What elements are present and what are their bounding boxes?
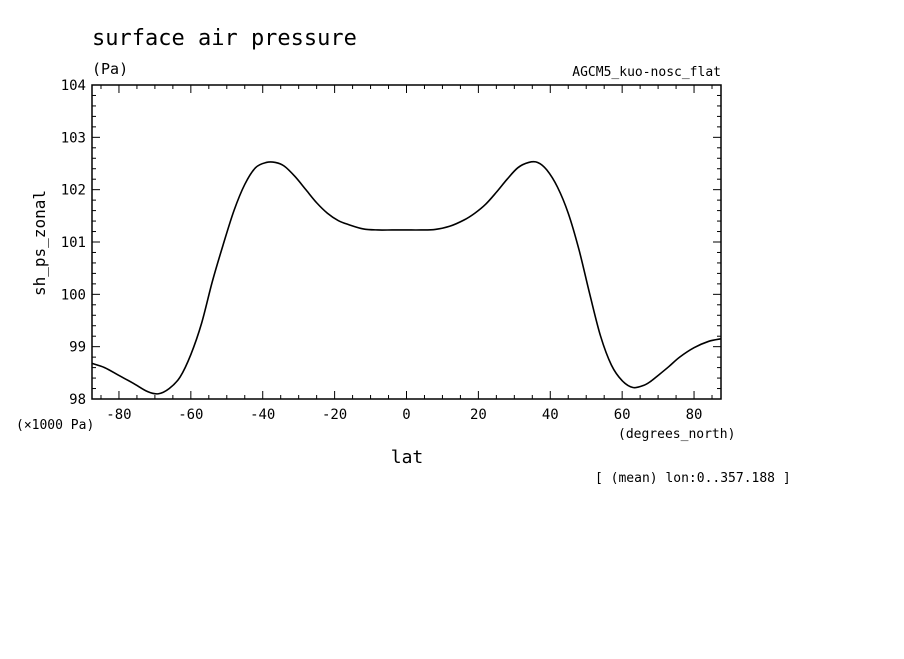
y-tick-label: 104 [61, 78, 86, 94]
chart-title: surface air pressure [92, 26, 357, 51]
series-layer [91, 160, 722, 395]
x-tick-label: 60 [614, 407, 631, 423]
x-tick-label: -40 [250, 407, 275, 423]
y-tick-label: 103 [61, 130, 86, 146]
y-tick-label: 102 [61, 183, 86, 199]
footer-label: [ (mean) lon:0..357.188 ] [595, 471, 791, 486]
y-tick-label: 101 [61, 235, 86, 251]
x-unit-label: (degrees_north) [618, 427, 735, 442]
y-scale-label: (×1000 Pa) [16, 418, 94, 433]
x-tick-label: -80 [106, 407, 131, 423]
series-line [91, 160, 722, 395]
y-axis-label: sh_ps_zonal [30, 190, 49, 296]
y-axis: 98 99 100 101 102 103 104 [61, 78, 721, 408]
x-tick-label: 80 [686, 407, 703, 423]
y-tick-label: 98 [69, 392, 86, 408]
x-tick-label: -20 [322, 407, 347, 423]
plot-frame [91, 84, 722, 400]
x-axis-label: lat [391, 447, 424, 468]
x-tick-label: 20 [470, 407, 487, 423]
run-label: AGCM5_kuo-nosc_flat [572, 65, 721, 80]
y-tick-label: 100 [61, 287, 86, 303]
x-tick-label: 0 [402, 407, 410, 423]
y-tick-label: 99 [69, 340, 86, 356]
x-tick-label: 40 [542, 407, 559, 423]
units-label: (Pa) [92, 60, 128, 78]
x-tick-label: -60 [178, 407, 203, 423]
x-axis: -80 -60 -40 -20 0 20 40 60 80 [100, 85, 713, 423]
